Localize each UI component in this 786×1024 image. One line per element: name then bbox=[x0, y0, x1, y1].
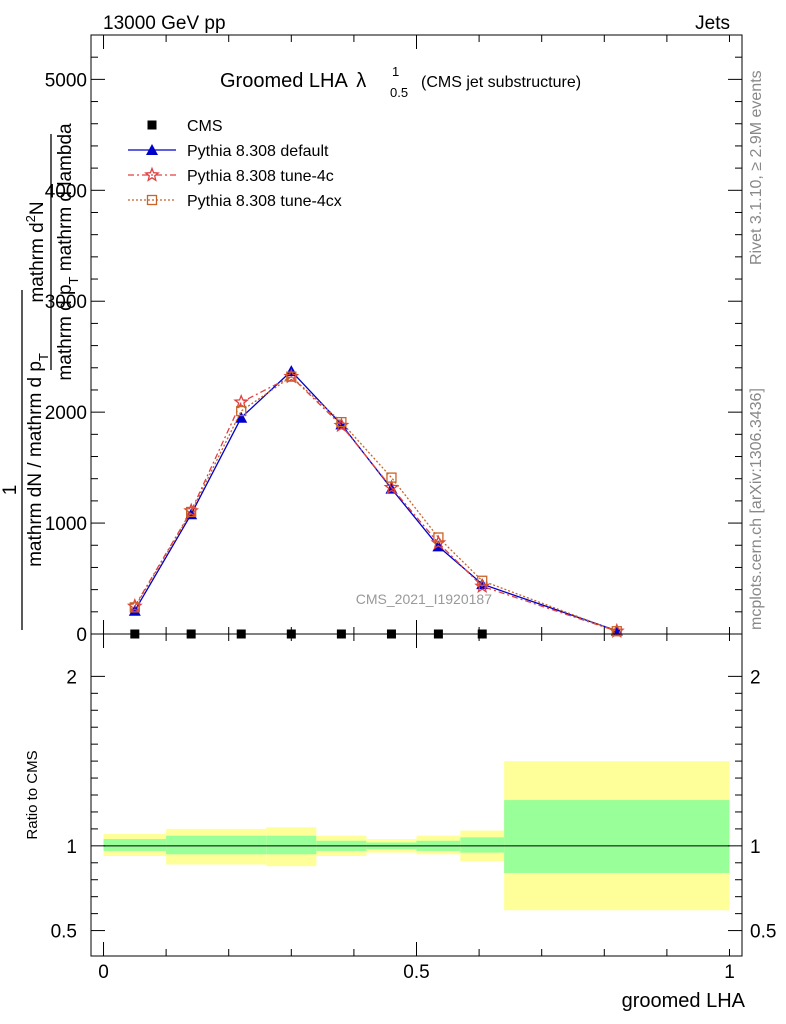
main-ytick-label: 2000 bbox=[45, 403, 87, 424]
marker-star bbox=[383, 479, 400, 495]
main-title: Groomed LHA λ bbox=[220, 70, 366, 92]
legend: CMS Pythia 8.308 default Pythia 8.308 tune… bbox=[128, 118, 342, 210]
legend-label: Pythia 8.308 tune-4cx bbox=[187, 193, 342, 210]
ratio-band-inner bbox=[166, 835, 267, 855]
legend-label: CMS bbox=[187, 118, 223, 135]
ratio-ytick-label: 1 bbox=[66, 837, 77, 858]
title-sub: 0.5 bbox=[390, 85, 408, 100]
header-right: Jets bbox=[695, 13, 730, 34]
ratio-ytick-label-right: 2 bbox=[750, 667, 761, 688]
ratio-band-inner bbox=[103, 839, 167, 851]
legend-entry: CMS bbox=[147, 118, 223, 135]
ratio-ytick-labels: 0.5 0.5 1 1 2 2 bbox=[51, 667, 777, 942]
main-ylabel: mathrm d2N mathrm d pT mathrm d lambda 1… bbox=[0, 123, 81, 630]
svg-text:mathrm dN / mathrm d pT: mathrm dN / mathrm d pT bbox=[25, 353, 51, 567]
xtick-label: 0 bbox=[98, 962, 109, 983]
marker-open-square bbox=[236, 405, 247, 417]
marker-open-square bbox=[146, 194, 158, 206]
ratio-panel: 0.5 0.51 12 2 0 0.5 1 Ratio to CMS groomed LH… bbox=[24, 633, 777, 1012]
marker-triangle bbox=[128, 604, 141, 616]
ylabel-den-rest: mathrm d lambda bbox=[55, 123, 76, 277]
ylabel-one: 1 bbox=[0, 485, 21, 496]
marker-open-square bbox=[433, 532, 444, 543]
ylabel-bottom-main: mathrm dN / mathrm d p bbox=[25, 361, 46, 567]
marker-triangle bbox=[146, 144, 158, 155]
svg-text:mathrm d pT mathrm d lambda: mathrm d pT mathrm d lambda bbox=[55, 123, 81, 381]
marker-star bbox=[144, 166, 160, 182]
ylabel-den-top: mathrm d p bbox=[55, 284, 76, 380]
ratio-ytick-label-right: 0.5 bbox=[750, 922, 776, 943]
legend-label: Pythia 8.308 default bbox=[187, 143, 329, 160]
main-ytick-label: 4000 bbox=[45, 181, 87, 202]
marker-open-square bbox=[129, 602, 140, 613]
title-main: Groomed LHA bbox=[220, 70, 348, 92]
marker-open-square bbox=[611, 626, 622, 637]
main-ytick-label: 5000 bbox=[45, 70, 87, 91]
title-sup: 1 bbox=[392, 64, 399, 79]
series-line bbox=[134, 375, 618, 632]
ratio-xtick-labels: 0 0.5 1 bbox=[98, 962, 735, 983]
legend-entry: Pythia 8.308 tune-4cx bbox=[128, 193, 342, 210]
ratio-ylabel: Ratio to CMS bbox=[24, 750, 41, 839]
main-ytick-label: 1000 bbox=[45, 514, 87, 535]
marker-open-square bbox=[336, 416, 347, 428]
marker-star bbox=[233, 393, 250, 409]
svg-text:mathrm d2N: mathrm d2N bbox=[23, 201, 48, 302]
xtick-label: 1 bbox=[724, 962, 735, 983]
title-lambda: λ bbox=[356, 70, 366, 92]
side-rivet-label: Rivet 3.1.10, ≥ 2.9M events bbox=[748, 70, 765, 265]
ylabel-den-sub: T bbox=[66, 276, 81, 284]
ratio-ytick-label: 0.5 bbox=[51, 922, 77, 943]
marker-open-square bbox=[186, 506, 197, 518]
ratio-band-inner bbox=[460, 837, 505, 853]
title-extra: (CMS jet substructure) bbox=[421, 74, 581, 91]
xlabel: groomed LHA bbox=[622, 990, 746, 1012]
ratio-bands bbox=[103, 761, 730, 911]
legend-entry: Pythia 8.308 tune-4c bbox=[128, 166, 334, 185]
xtick-label: 0.5 bbox=[403, 962, 429, 983]
main-ytick-label: 0 bbox=[76, 625, 87, 646]
main-ytick-labels: 0 1000 2000 3000 4000 5000 bbox=[45, 70, 87, 646]
ylabel-num-top: mathrm d bbox=[27, 222, 48, 302]
watermark: CMS_2021_I1920187 bbox=[356, 591, 492, 607]
ylabel-num-rest: N bbox=[27, 201, 48, 215]
side-mcplots-label: mcplots.cern.ch [arXiv:1306.3436] bbox=[748, 388, 765, 630]
legend-entry: Pythia 8.308 default bbox=[128, 143, 329, 160]
ratio-ticks bbox=[91, 634, 742, 956]
ratio-band-inner bbox=[266, 835, 317, 855]
main-ytick-label: 3000 bbox=[45, 292, 87, 313]
ylabel-bottom-sub: T bbox=[36, 353, 51, 361]
marker-open-square bbox=[286, 371, 297, 382]
ratio-band-inner bbox=[504, 800, 730, 873]
ratio-ytick-label-right: 1 bbox=[750, 837, 761, 858]
series-pythia-8-308-tune-4cx bbox=[129, 371, 622, 637]
marker-triangle bbox=[235, 411, 248, 423]
main-ticks bbox=[91, 34, 742, 635]
legend-label: Pythia 8.308 tune-4c bbox=[187, 168, 334, 185]
ratio-ytick-label: 2 bbox=[66, 667, 77, 688]
series-line bbox=[134, 375, 618, 632]
header-left: 13000 GeV pp bbox=[103, 13, 226, 34]
marker-open-square bbox=[477, 575, 488, 586]
marker-open-square bbox=[386, 472, 397, 483]
ylabel-num-sup: 2 bbox=[23, 215, 38, 222]
marker-cms bbox=[147, 120, 157, 130]
main-panel: 0 1000 2000 3000 4000 5000 Groomed LHA λ 1 0.… bbox=[0, 34, 743, 646]
